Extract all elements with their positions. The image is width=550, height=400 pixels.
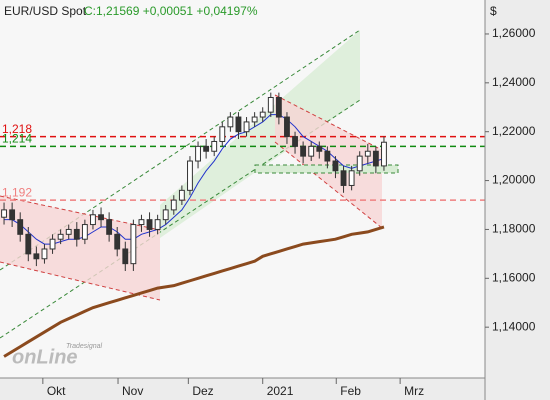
x-tick-label: 2021 <box>267 384 294 398</box>
candle-body <box>316 145 323 152</box>
candle-body <box>219 126 226 142</box>
candle-body <box>356 155 363 172</box>
x-tick-label: Okt <box>47 384 66 398</box>
level-label: 1,218 <box>2 122 32 136</box>
candle-body <box>332 160 339 172</box>
x-tick-label: Feb <box>340 384 361 398</box>
candle-body <box>73 228 80 240</box>
candle-body <box>1 209 7 218</box>
y-tick-label: 1,26000 <box>492 26 536 40</box>
range-box <box>254 164 399 174</box>
plot-area <box>0 0 485 378</box>
y-tick-label: 1,22000 <box>492 124 536 138</box>
y-axis-area <box>485 0 550 400</box>
chart-title: EUR/USD Spot <box>4 4 87 18</box>
y-tick-label: 1,14000 <box>492 319 536 333</box>
candle-body <box>162 209 169 221</box>
candle-body <box>235 116 242 133</box>
level-label: 1,192 <box>2 185 32 199</box>
y-tick-label: 1,16000 <box>492 270 536 284</box>
level-label: 1,214 <box>2 132 32 146</box>
candle-body <box>195 145 201 162</box>
candle-body <box>372 150 379 167</box>
candle-body <box>292 136 298 147</box>
moving-average <box>3 225 385 358</box>
candle-body <box>308 145 315 157</box>
candle-body <box>25 233 32 255</box>
quote: C:1,21569 +0,00051 +0,04197% <box>84 4 258 18</box>
candle-body <box>114 233 121 250</box>
candle-body <box>259 111 266 118</box>
currency: $ <box>490 4 497 18</box>
candle-body <box>300 145 307 157</box>
candle-body <box>17 219 24 235</box>
candle-body <box>340 170 347 186</box>
candle-body <box>65 228 72 235</box>
candle-body <box>275 96 282 118</box>
channel-up <box>160 30 360 238</box>
candle-body <box>57 233 64 240</box>
candle-body <box>90 214 96 226</box>
x-axis-area <box>0 378 485 400</box>
candle-body <box>211 140 218 152</box>
candle-body <box>106 219 113 235</box>
candle-body <box>348 170 355 186</box>
x-tick-label: Nov <box>122 384 143 398</box>
candle-body <box>203 145 210 152</box>
candle-body <box>364 150 371 157</box>
candle-body <box>227 116 234 128</box>
candle-body <box>138 219 145 226</box>
channel-line <box>274 141 383 229</box>
x-tick-label: Dez <box>192 384 213 398</box>
y-tick-label: 1,24000 <box>492 75 536 89</box>
candle-body <box>267 96 274 113</box>
candle-body <box>49 238 56 250</box>
candle-body <box>9 209 16 221</box>
channel-line <box>274 94 383 151</box>
candle-body <box>381 141 387 167</box>
candle-body <box>170 199 177 211</box>
candle-body <box>243 121 250 133</box>
candle-body <box>251 116 258 123</box>
candle-body <box>98 214 104 221</box>
candle-body <box>178 189 185 201</box>
candle-body <box>41 248 48 260</box>
candle-body <box>122 248 129 265</box>
logo: onLine <box>12 346 78 368</box>
y-tick-label: 1,20000 <box>492 173 536 187</box>
x-tick-label: Mrz <box>404 384 424 398</box>
y-tick-label: 1,18000 <box>492 222 536 236</box>
candle-body <box>154 219 161 230</box>
candle-body <box>130 224 137 265</box>
candle-body <box>146 219 153 230</box>
candle-body <box>187 160 193 191</box>
candle-body <box>33 253 40 260</box>
logo-small: Tradesignal <box>66 343 103 350</box>
candle-body <box>81 224 88 240</box>
candle-body <box>284 116 290 138</box>
candle-body <box>324 150 331 162</box>
